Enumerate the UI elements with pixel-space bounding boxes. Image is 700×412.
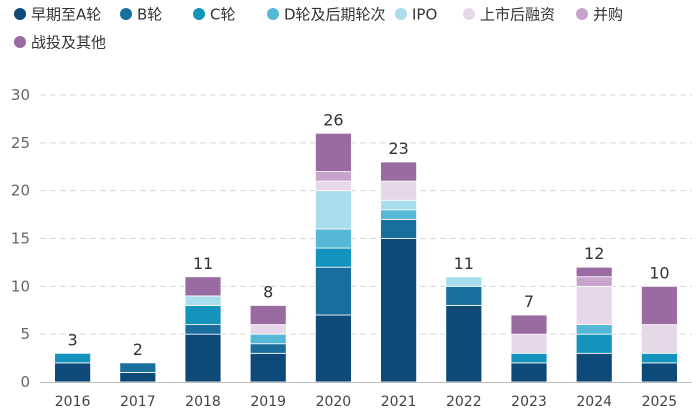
bar-segment-2024-s7 — [575, 276, 613, 287]
bar-segment-2021-s8 — [380, 161, 418, 182]
x-tick-label: 2023 — [511, 394, 547, 410]
total-label-2019: 8 — [263, 282, 273, 301]
bars — [54, 132, 678, 383]
bar-segment-2019-s6 — [249, 324, 287, 335]
bar-segment-2024-s6 — [575, 285, 613, 326]
legend-label-6: 上市后融资 — [480, 6, 555, 24]
bar-segment-2022-s1 — [445, 305, 483, 383]
bar-segment-2019-s2 — [249, 343, 287, 354]
bar-segment-2018-s5 — [184, 295, 222, 306]
total-labels: 3 2 11 8 26 23 11 7 12 10 — [68, 110, 670, 359]
legend-marker-6 — [463, 8, 475, 20]
legend-marker-3 — [193, 8, 205, 20]
legend-marker-4 — [267, 8, 279, 20]
bar-segment-2024-s4 — [575, 324, 613, 335]
y-tick-label: 15 — [11, 230, 30, 248]
bar-segment-2025-s1 — [641, 362, 678, 383]
bar-segment-2020-s1 — [314, 314, 352, 383]
legend-marker-7 — [576, 8, 588, 20]
x-tick-label: 2025 — [642, 394, 678, 410]
bar-segment-2021-s2 — [380, 218, 418, 239]
bar-segment-2024-s3 — [575, 333, 613, 354]
total-label-2018: 11 — [193, 254, 213, 273]
y-tick-label: 10 — [11, 277, 30, 295]
y-tick-label: 5 — [20, 325, 30, 343]
legend-label-8: 战投及其他 — [31, 34, 106, 52]
bar-segment-2024-s8 — [575, 266, 613, 278]
bar-segment-2021-s5 — [380, 199, 418, 211]
total-label-2017: 2 — [133, 340, 143, 359]
bar-segment-2018-s1 — [184, 333, 222, 383]
x-tick-label: 2020 — [316, 394, 352, 410]
bar-segment-2016-s3 — [54, 352, 91, 364]
bar-segment-2020-s6 — [314, 180, 352, 192]
total-label-2016: 3 — [68, 330, 78, 349]
bar-segment-2021-s6 — [380, 180, 418, 201]
bar-segment-2020-s3 — [314, 247, 352, 268]
bar-segment-2020-s7 — [314, 171, 352, 182]
bar-segment-2025-s8 — [641, 285, 678, 326]
x-tick-label: 2019 — [250, 394, 286, 410]
bar-segment-2021-s4 — [380, 209, 418, 220]
bar-segment-2019-s1 — [249, 352, 287, 383]
legend-label-5: IPO — [412, 6, 437, 24]
legend-label-1: 早期至A轮 — [31, 6, 101, 24]
bar-segment-2017-s1 — [119, 372, 157, 383]
bar-segment-2025-s3 — [641, 352, 678, 364]
bar-segment-2018-s2 — [184, 324, 222, 335]
x-tick-label: 2024 — [576, 394, 612, 410]
legend-marker-5 — [395, 8, 407, 20]
bar-segment-2023-s6 — [510, 333, 548, 354]
legend-marker-8 — [14, 36, 26, 48]
y-tick-label: 20 — [11, 182, 30, 200]
bar-segment-2019-s8 — [249, 305, 287, 326]
total-label-2021: 23 — [388, 139, 408, 158]
total-label-2020: 26 — [323, 110, 343, 129]
bar-segment-2020-s5 — [314, 190, 352, 230]
bar-segment-2023-s3 — [510, 352, 548, 364]
y-tick-label: 30 — [11, 86, 30, 104]
bar-segment-2022-s5 — [445, 276, 483, 287]
bar-segment-2023-s8 — [510, 314, 548, 335]
y-tick-label: 25 — [11, 134, 30, 152]
y-axis: 0 5 10 15 20 25 30 — [11, 86, 30, 391]
legend-label-4: D轮及后期轮次 — [284, 6, 386, 24]
bar-segment-2025-s6 — [641, 324, 678, 354]
bar-segment-2019-s4 — [249, 333, 287, 345]
bar-segment-2023-s1 — [510, 362, 548, 383]
bar-segment-2022-s2 — [445, 285, 483, 306]
y-tick-label: 0 — [20, 373, 30, 391]
total-label-2025: 10 — [649, 263, 669, 282]
x-tick-label: 2022 — [446, 394, 482, 410]
bar-segment-2018-s8 — [184, 276, 222, 297]
bar-segment-2018-s3 — [184, 305, 222, 326]
x-tick-label: 2017 — [120, 394, 156, 410]
x-tick-label: 2021 — [381, 394, 417, 410]
legend-label-2: B轮 — [137, 6, 162, 24]
x-tick-label: 2018 — [185, 394, 221, 410]
bar-segment-2024-s1 — [575, 352, 613, 383]
bar-segment-2016-s1 — [54, 362, 91, 383]
total-label-2023: 7 — [524, 292, 534, 311]
legend-marker-1 — [14, 8, 26, 20]
bar-segment-2020-s8 — [314, 132, 352, 172]
total-label-2022: 11 — [454, 254, 474, 273]
x-tick-label: 2016 — [55, 394, 91, 410]
legend-label-7: 并购 — [593, 6, 623, 24]
bar-segment-2021-s1 — [380, 238, 418, 383]
legend-label-3: C轮 — [210, 6, 235, 24]
legend-marker-2 — [120, 8, 132, 20]
bar-segment-2017-s2 — [119, 362, 157, 373]
x-axis: 2016 2017 2018 2019 2020 2021 2022 2023 2024 2025 — [40, 382, 692, 410]
bar-segment-2020-s4 — [314, 228, 352, 249]
bar-segment-2020-s2 — [314, 266, 352, 316]
total-label-2024: 12 — [584, 244, 604, 263]
